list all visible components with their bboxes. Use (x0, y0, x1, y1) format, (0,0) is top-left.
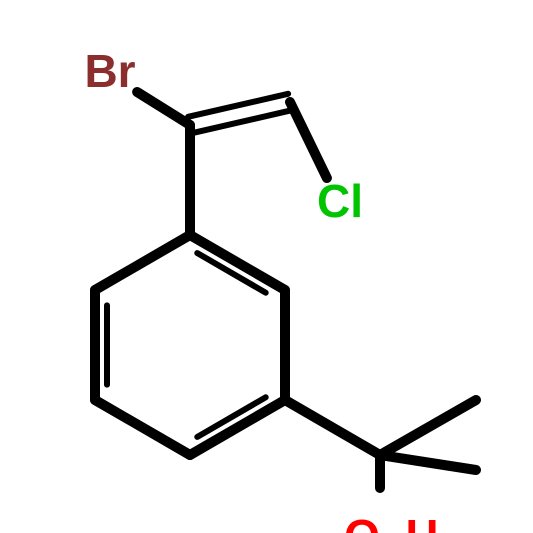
cl-atom-label: Cl (317, 175, 363, 227)
hydroxyl-h-label: H (405, 510, 438, 533)
br-atom-label: Br (84, 45, 135, 97)
molecule-diagram: Br Cl O H (0, 0, 533, 533)
o-atom-label: O (344, 510, 380, 533)
